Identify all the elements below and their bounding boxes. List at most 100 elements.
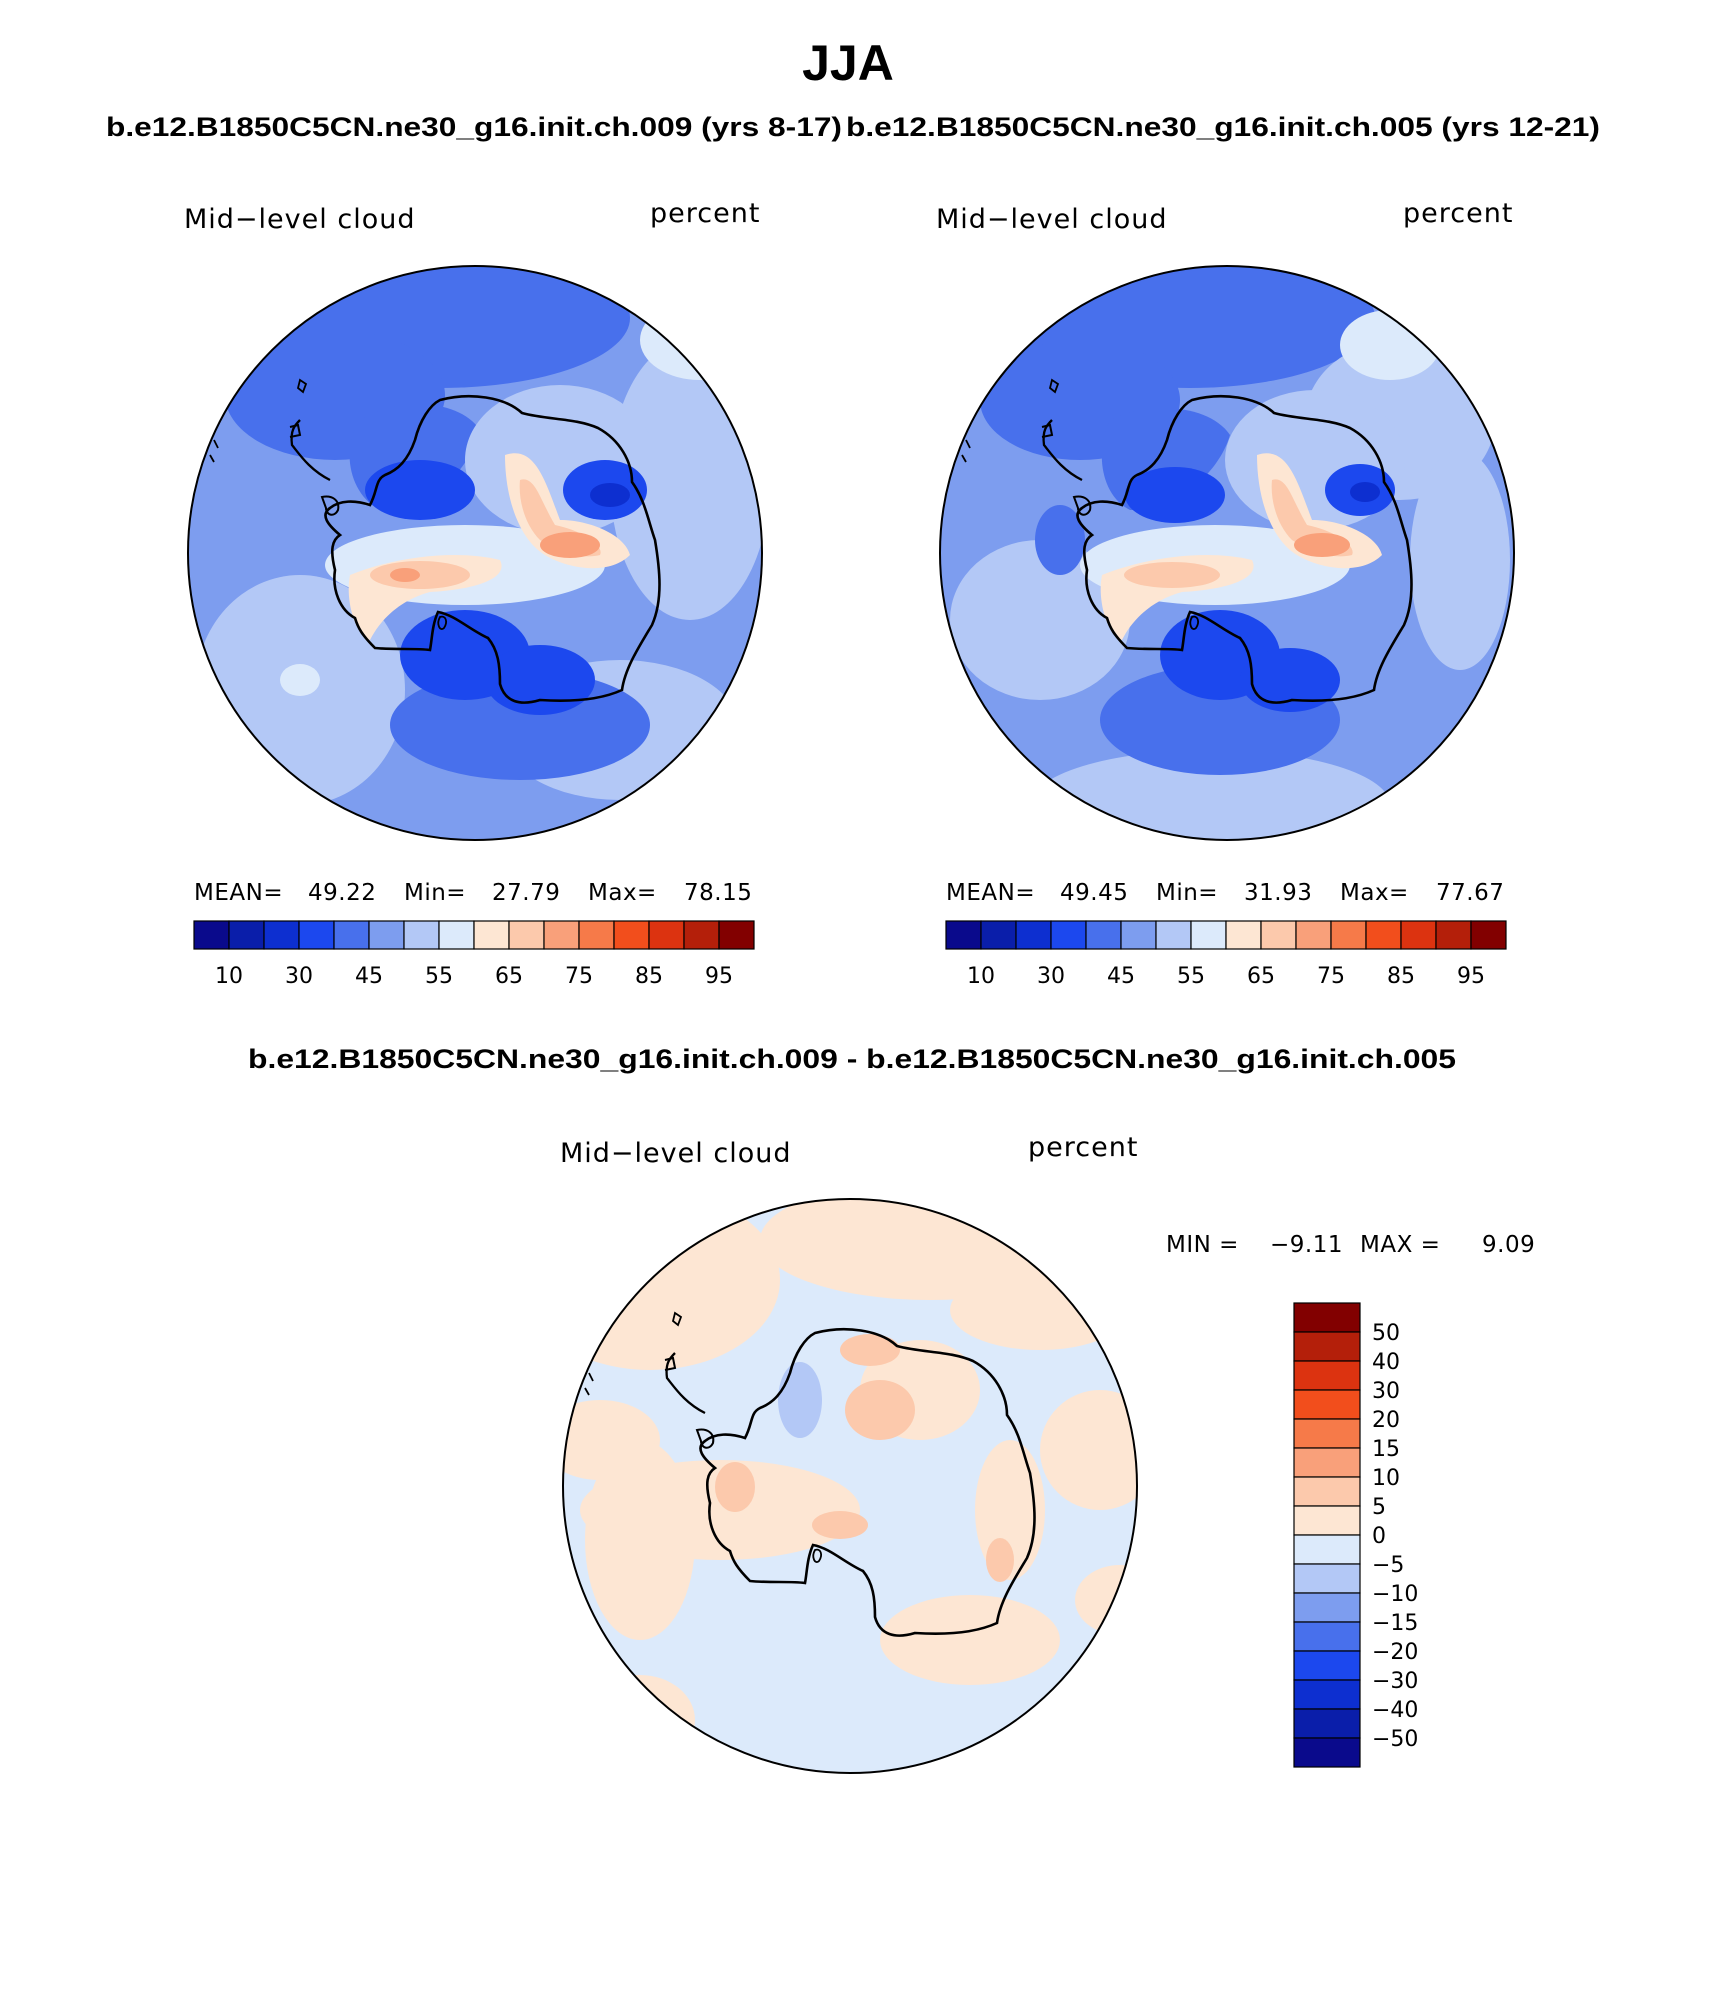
colorbar-swatch bbox=[1050, 920, 1087, 950]
colorbar-tick-label: −10 bbox=[1372, 1582, 1418, 1607]
colorbar-tick-label: 85 bbox=[1387, 964, 1415, 989]
units-label: percent bbox=[1028, 1132, 1138, 1163]
colorbar-swatch bbox=[1015, 920, 1052, 950]
colorbar-swatch bbox=[718, 920, 755, 950]
colorbar-swatch bbox=[1400, 920, 1437, 950]
colorbar-tick-label: 75 bbox=[1317, 964, 1345, 989]
colorbar-tick-label: 5 bbox=[1372, 1495, 1386, 1520]
colorbar-tick-label: 50 bbox=[1372, 1321, 1400, 1346]
colorbar-tick-label: −50 bbox=[1372, 1727, 1418, 1752]
colorbar-swatch bbox=[1470, 920, 1507, 950]
colorbar-swatch bbox=[333, 920, 370, 950]
top-right-subtitle: b.e12.B1850C5CN.ne30_g16.init.ch.005 (yr… bbox=[846, 112, 1600, 142]
colorbar-swatch bbox=[1293, 1505, 1361, 1536]
units-label: percent bbox=[650, 198, 760, 229]
colorbar-swatch bbox=[1293, 1737, 1361, 1768]
colorbar-swatch bbox=[1225, 920, 1262, 950]
colorbar-tick-label: 30 bbox=[285, 964, 313, 989]
colorbar-tick-label: 95 bbox=[1457, 964, 1485, 989]
colorbar-swatch bbox=[1435, 920, 1472, 950]
colorbar-tick-label: 10 bbox=[967, 964, 995, 989]
colorbar-swatch bbox=[1293, 1447, 1361, 1478]
map-outline bbox=[187, 265, 763, 841]
max-value: 77.67 bbox=[1436, 880, 1504, 906]
colorbar-swatch bbox=[473, 920, 510, 950]
colorbar-horizontal: 10 30 45 55 65 75 85 95 bbox=[193, 920, 755, 989]
colorbar-swatch bbox=[1293, 1389, 1361, 1420]
max-label: Max= bbox=[588, 880, 657, 906]
colorbar-swatch bbox=[1155, 920, 1192, 950]
variable-label: Mid−level cloud bbox=[936, 204, 1167, 235]
map-field bbox=[940, 266, 1514, 840]
min-label: Min= bbox=[404, 880, 466, 906]
colorbar-tick-label: 10 bbox=[215, 964, 243, 989]
mean-value: 49.45 bbox=[1060, 880, 1128, 906]
colorbar-tick-label: 30 bbox=[1372, 1379, 1400, 1404]
map-outline bbox=[939, 265, 1515, 841]
map-panel-case-005: Mid−level cloud percent bbox=[936, 198, 1515, 989]
min-value: 27.79 bbox=[492, 880, 560, 906]
max-value: 78.15 bbox=[684, 880, 752, 906]
colorbar-swatch bbox=[648, 920, 685, 950]
colorbar-swatch bbox=[1260, 920, 1297, 950]
colorbar-swatch bbox=[1330, 920, 1367, 950]
colorbar-swatch bbox=[1293, 1360, 1361, 1391]
colorbar-horizontal: 10 30 45 55 65 75 85 95 bbox=[945, 920, 1507, 989]
map-panel-difference: Mid−level cloud percent MIN = −9. bbox=[560, 1132, 1535, 1774]
colorbar-swatch bbox=[1085, 920, 1122, 950]
max-value: 9.09 bbox=[1482, 1232, 1535, 1258]
variable-label: Mid−level cloud bbox=[560, 1138, 791, 1169]
mean-value: 49.22 bbox=[308, 880, 376, 906]
colorbar-tick-label: 15 bbox=[1372, 1437, 1400, 1462]
colorbar-swatch bbox=[228, 920, 265, 950]
colorbar-tick-label: −15 bbox=[1372, 1611, 1418, 1636]
colorbar-swatch bbox=[368, 920, 405, 950]
colorbar-tick-label: −5 bbox=[1372, 1553, 1404, 1578]
colorbar-swatch bbox=[980, 920, 1017, 950]
colorbar-tick-label: 85 bbox=[635, 964, 663, 989]
colorbar-tick-label: 95 bbox=[705, 964, 733, 989]
colorbar-tick-label: 30 bbox=[1037, 964, 1065, 989]
map-panel-case-009: Mid−level cloud percent bbox=[184, 198, 763, 989]
colorbar-swatch bbox=[1295, 920, 1332, 950]
colorbar-swatch bbox=[508, 920, 545, 950]
mean-label: MEAN= bbox=[194, 880, 283, 906]
min-value: 31.93 bbox=[1244, 880, 1312, 906]
colorbar-swatch bbox=[438, 920, 475, 950]
max-label: Max= bbox=[1340, 880, 1409, 906]
colorbar-swatch bbox=[1120, 920, 1157, 950]
colorbar-tick-label: 65 bbox=[495, 964, 523, 989]
colorbar-tick-label: 20 bbox=[1372, 1408, 1400, 1433]
colorbar-swatch bbox=[578, 920, 615, 950]
variable-label: Mid−level cloud bbox=[184, 204, 415, 235]
top-left-subtitle: b.e12.B1850C5CN.ne30_g16.init.ch.009 (yr… bbox=[106, 112, 842, 142]
colorbar-swatch bbox=[1293, 1592, 1361, 1623]
map-field bbox=[563, 1199, 1137, 1773]
colorbar-swatch bbox=[403, 920, 440, 950]
max-label: MAX = bbox=[1360, 1232, 1440, 1258]
mean-label: MEAN= bbox=[946, 880, 1035, 906]
colorbar-swatch bbox=[263, 920, 300, 950]
colorbar-swatch bbox=[1293, 1563, 1361, 1594]
figure-title: JJA bbox=[802, 35, 894, 91]
map-field bbox=[188, 266, 762, 840]
units-label: percent bbox=[1403, 198, 1513, 229]
colorbar-tick-label: 45 bbox=[1107, 964, 1135, 989]
colorbar-tick-label: 40 bbox=[1372, 1350, 1400, 1375]
colorbar-swatch bbox=[1293, 1679, 1361, 1710]
colorbar-tick-label: 65 bbox=[1247, 964, 1275, 989]
colorbar-swatch bbox=[1293, 1418, 1361, 1449]
colorbar-tick-label: 45 bbox=[355, 964, 383, 989]
difference-subtitle: b.e12.B1850C5CN.ne30_g16.init.ch.009 - b… bbox=[248, 1044, 1456, 1074]
colorbar-swatch bbox=[1293, 1534, 1361, 1565]
colorbar-tick-label: −40 bbox=[1372, 1698, 1418, 1723]
colorbar-swatch bbox=[1293, 1302, 1361, 1333]
min-value: −9.11 bbox=[1270, 1232, 1343, 1258]
min-label: Min= bbox=[1156, 880, 1218, 906]
colorbar-tick-label: 75 bbox=[565, 964, 593, 989]
colorbar-swatch bbox=[683, 920, 720, 950]
map-outline bbox=[562, 1198, 1138, 1774]
colorbar-swatch bbox=[1293, 1621, 1361, 1652]
